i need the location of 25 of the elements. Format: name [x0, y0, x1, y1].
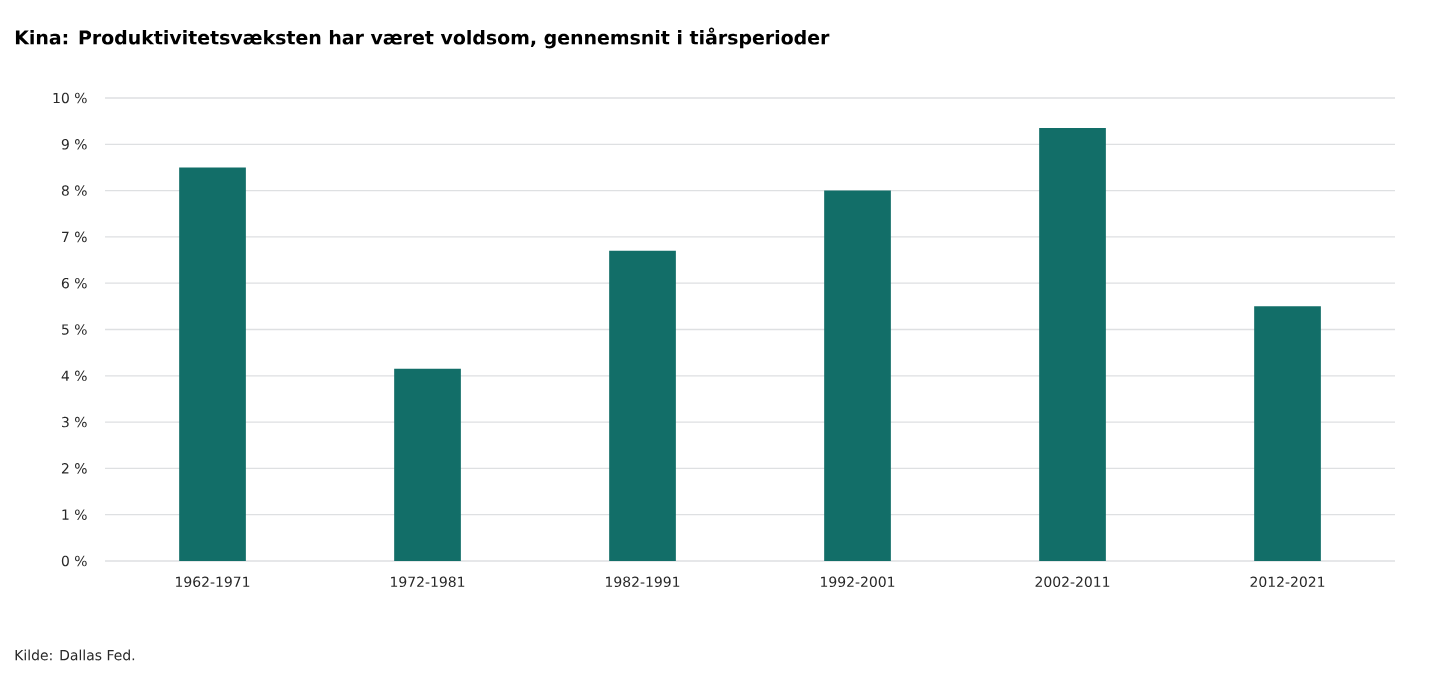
y-tick-label: 8 %	[61, 185, 87, 196]
y-tick-label: 5 %	[62, 324, 87, 335]
x-tick-label: 1972-1981	[391, 576, 465, 588]
bar	[179, 167, 246, 561]
y-tick-label: 9 %	[61, 139, 87, 150]
chart-title: Kina: Produktivitetsvæksten har været voldsom, gennemsnit i tiårsperioder	[15, 27, 830, 49]
y-tick-label: 10 %	[53, 92, 87, 104]
x-tick-label: 1962-1971	[176, 576, 250, 588]
bar	[824, 190, 891, 561]
y-tick-label: 1 %	[62, 509, 87, 520]
y-tick-label: 0 %	[61, 555, 87, 567]
x-tick-label: 2002-2011	[1035, 576, 1110, 588]
bar	[394, 368, 461, 561]
x-tick-label: 1982-1991	[606, 576, 680, 588]
y-tick-label: 6 %	[61, 277, 87, 289]
bar	[1254, 306, 1321, 561]
text: Kilde: Dallas Fed.	[15, 649, 135, 661]
y-tick-label: 4 %	[61, 370, 87, 382]
y-tick-label: 2 %	[61, 463, 87, 474]
y-tick-label: 7 %	[62, 231, 87, 243]
bar	[609, 250, 676, 561]
bar	[1039, 128, 1106, 561]
x-tick-label: 1992-2001	[821, 576, 895, 588]
x-tick-label: 2012-2021	[1250, 576, 1325, 588]
y-tick-label: 3 %	[62, 416, 87, 428]
